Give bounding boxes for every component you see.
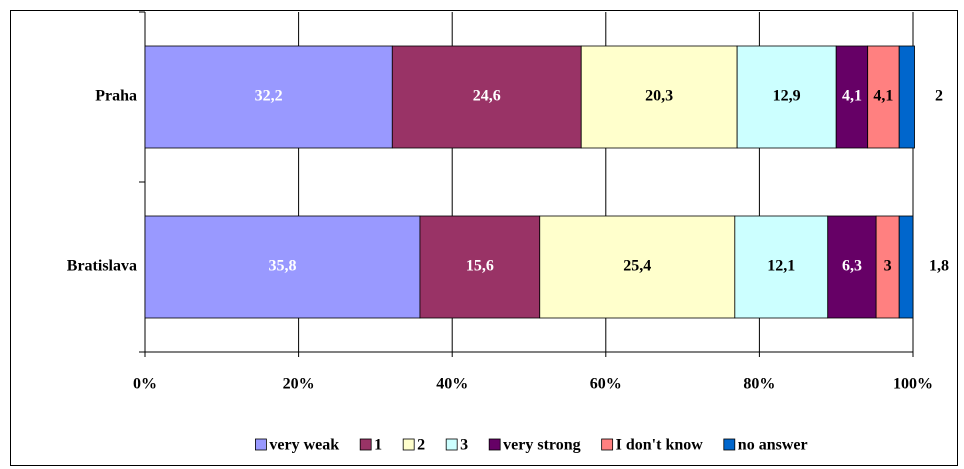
data-label: 12,9 [773,88,801,105]
legend-label: very strong [503,437,580,454]
legend-label: I don't know [616,437,704,454]
legend-swatch [601,438,614,451]
x-tick-label: 20% [283,376,315,393]
legend-label: very weak [269,437,339,454]
bar-segment [539,215,736,319]
bar-segment [898,215,914,319]
bar-segment [419,215,541,319]
bar-segment [144,45,393,149]
data-label: 6,3 [842,258,862,275]
bar-segment [898,45,915,149]
bar-segment [580,45,738,149]
legend-swatch [488,438,501,451]
bar-segment [391,45,582,149]
legend-label: 3 [460,437,468,454]
bar-segment [835,45,869,149]
data-label: 35,8 [268,258,296,275]
data-label: 1,8 [929,258,949,275]
data-label: 12,1 [767,258,795,275]
legend-swatch [445,438,458,451]
y-tick-label: Bratislava [67,258,137,275]
legend-label: no answer [738,437,808,454]
legend-label: 2 [417,437,425,454]
legend-swatch [359,438,372,451]
x-tick-label: 0% [133,376,157,393]
legend-swatch [723,438,736,451]
x-tick-label: 100% [893,376,933,393]
data-label: 24,6 [473,88,501,105]
x-tick-label: 40% [436,376,468,393]
data-label: 3 [884,258,892,275]
data-label: 4,1 [842,88,862,105]
bar-segment [867,45,900,149]
data-label: 2 [935,88,943,105]
data-label: 25,4 [623,258,651,275]
data-label: 4,1 [873,88,893,105]
legend-label: 1 [374,437,382,454]
data-label: 15,6 [466,258,494,275]
data-label: 32,2 [255,88,283,105]
x-tick-label: 60% [590,376,622,393]
y-tick-label: Praha [95,88,137,105]
x-tick-label: 80% [743,376,775,393]
data-label: 20,3 [645,88,673,105]
bar-segment [144,215,421,319]
legend-swatch [402,438,415,451]
legend-swatch [255,438,267,451]
bar-segment [734,215,829,319]
